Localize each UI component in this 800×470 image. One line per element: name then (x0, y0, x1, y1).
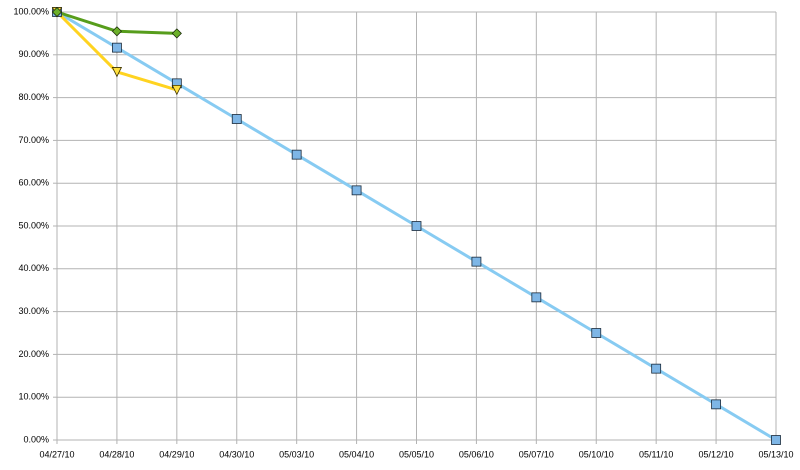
y-tick-label: 100.00% (13, 6, 49, 16)
marker (351, 185, 362, 196)
x-tick-label: 04/27/10 (39, 449, 74, 459)
y-tick-label: 30.00% (18, 306, 49, 316)
x-tick-label: 04/29/10 (159, 449, 194, 459)
marker (411, 221, 422, 231)
marker (711, 399, 721, 410)
x-tick-label: 05/06/10 (459, 449, 494, 459)
x-tick-label: 05/11/10 (639, 449, 673, 459)
x-tick-label: 05/13/10 (758, 449, 793, 459)
marker (51, 6, 63, 18)
marker (771, 435, 781, 445)
y-tick-label: 60.00% (18, 178, 49, 188)
marker (111, 67, 123, 78)
x-tick-label: 05/03/10 (279, 449, 314, 459)
marker (171, 28, 182, 39)
x-tick-label: 04/28/10 (99, 449, 134, 459)
y-tick-label: 70.00% (18, 135, 49, 145)
y-tick-label: 40.00% (18, 263, 49, 273)
y-tick-label: 10.00% (18, 392, 49, 402)
x-tick-label: 05/12/10 (699, 449, 734, 459)
x-tick-label: 05/10/10 (579, 449, 614, 459)
marker (471, 256, 482, 267)
marker (651, 363, 662, 374)
x-tick-label: 04/30/10 (219, 449, 254, 459)
y-tick-label: 80.00% (18, 92, 49, 102)
x-tick-label: 05/07/10 (519, 449, 554, 459)
y-tick-label: 90.00% (18, 49, 49, 59)
marker (231, 114, 242, 124)
marker (291, 149, 302, 160)
x-tick-label: 05/05/10 (399, 449, 434, 459)
marker (531, 292, 542, 303)
x-tick-label: 05/04/10 (339, 449, 374, 459)
y-tick-label: 20.00% (18, 349, 49, 359)
marker (591, 328, 602, 338)
marker (111, 26, 122, 37)
marker (171, 84, 182, 96)
marker (112, 42, 122, 53)
y-tick-label: 0.00% (23, 434, 49, 444)
y-tick-label: 50.00% (18, 220, 49, 230)
